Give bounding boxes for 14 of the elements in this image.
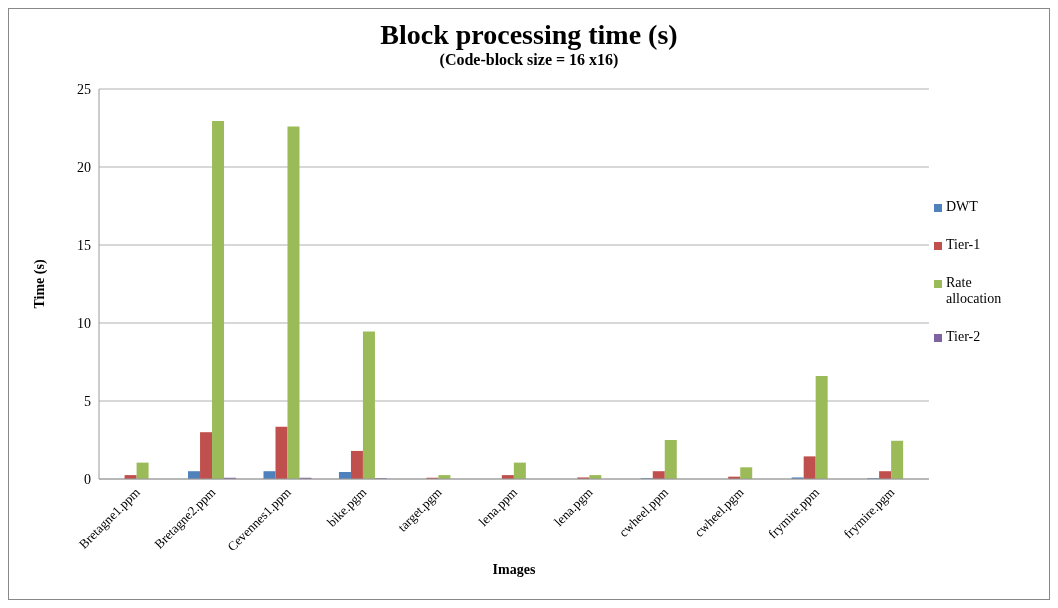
y-tick-label: 0 xyxy=(84,471,91,487)
chart-subtitle: (Code-block size = 16 x16) xyxy=(438,51,620,69)
y-axis-title: Time (s) xyxy=(31,259,48,309)
legend-label: Rate allocation xyxy=(946,275,1003,307)
x-axis-title: Images xyxy=(492,562,536,577)
legend-label: Tier-2 xyxy=(946,329,981,345)
y-tick-label: 15 xyxy=(77,237,91,253)
y-tick-label: 25 xyxy=(77,81,91,97)
y-tick-label: 5 xyxy=(84,393,91,409)
chart-title: Block processing time (s) xyxy=(379,19,679,51)
legend-label: DWT xyxy=(946,199,978,215)
y-tick-label: 10 xyxy=(77,315,91,331)
legend-label: Tier-1 xyxy=(946,237,981,253)
y-tick-label: 20 xyxy=(77,159,91,175)
